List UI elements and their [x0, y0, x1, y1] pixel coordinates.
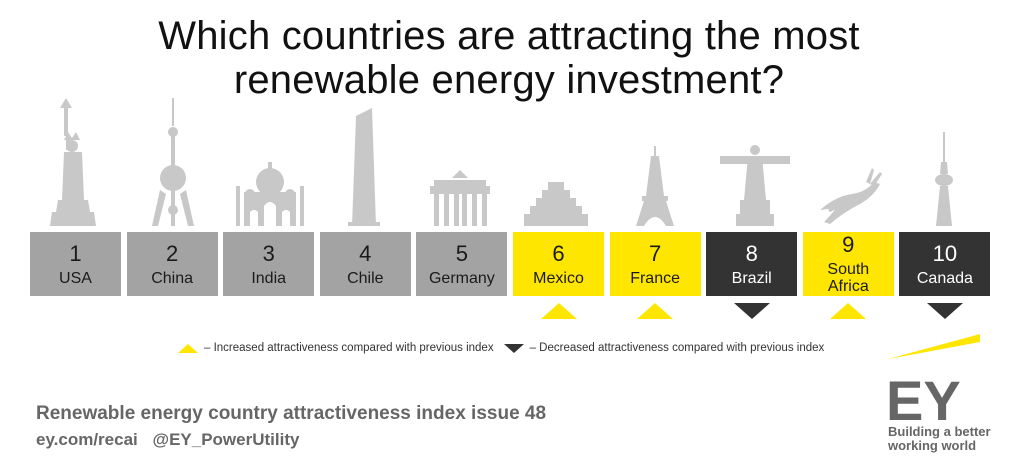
country-box-chile: 4 Chile: [319, 232, 411, 296]
country-rank: 2: [165, 240, 179, 266]
trend-up-icon-mexico: [540, 303, 577, 319]
country-box-france: 7 France: [609, 232, 701, 296]
landmarks-row: [50, 98, 953, 226]
legend-up-triangle-icon: [178, 343, 198, 353]
website-link[interactable]: ey.com/recai: [36, 430, 138, 449]
springbok-icon: [820, 168, 882, 224]
country-rank: 5: [455, 240, 469, 266]
country-rank: 6: [552, 240, 565, 266]
country-box-mexico: 6 Mexico: [513, 232, 604, 296]
country-box-china: 2 China: [126, 232, 218, 296]
taj-mahal-icon: [236, 162, 304, 226]
country-name: India: [251, 269, 287, 287]
country-box-south-africa: 9 South Africa: [802, 232, 894, 296]
legend-down-triangle-icon: [503, 343, 524, 353]
country-box-germany: 5 Germany: [416, 232, 508, 296]
tagline-line-2: working world: [888, 438, 977, 453]
country-name: Mexico: [533, 269, 584, 287]
ey-logo: EY: [886, 334, 980, 432]
statue-of-liberty-icon: [50, 98, 96, 226]
country-name: Canada: [916, 269, 973, 287]
eiffel-tower-icon: [636, 146, 674, 226]
footer-title: Renewable energy country attractiveness …: [36, 403, 547, 424]
title-line-2: renewable energy investment?: [233, 58, 785, 102]
country-ranking-row: 1 USA 2 China 3 India 4 Chile 5 Germany …: [30, 232, 992, 296]
country-name: Germany: [428, 269, 495, 287]
ey-tagline: Building a better working world: [888, 425, 1013, 453]
country-name: South Africa: [827, 261, 870, 295]
ey-logo-text: EY: [886, 369, 961, 432]
twitter-handle-link[interactable]: @EY_PowerUtility: [152, 430, 300, 449]
country-name: Chile: [347, 269, 384, 287]
title-line-1: Which countries are attracting the most: [158, 14, 860, 58]
christ-redeemer-icon: [720, 145, 790, 226]
tagline-line-1: Building a better: [888, 424, 991, 439]
legend: – Increased attractiveness compared with…: [178, 340, 824, 356]
country-name: Brazil: [731, 269, 772, 287]
page-title: Which countries are attracting the most …: [0, 14, 1018, 102]
country-rank: 1: [69, 240, 82, 266]
trend-up-icon-france: [637, 303, 674, 319]
country-box-brazil: 8 Brazil: [706, 232, 798, 296]
skyscraper-icon: [348, 108, 380, 226]
legend-decreased-label: – Decreased attractiveness compared with…: [529, 342, 825, 354]
country-name: China: [151, 269, 193, 287]
country-rank: 4: [359, 240, 372, 266]
trend-down-icon-canada: [926, 303, 963, 319]
oriental-pearl-tower-icon: [152, 98, 194, 226]
country-name: USA: [59, 269, 92, 287]
trend-up-icon-south-africa: [830, 303, 867, 319]
trend-down-icon-brazil: [733, 303, 770, 319]
country-box-canada: 10 Canada: [899, 232, 991, 296]
country-box-usa: 1 USA: [30, 232, 121, 296]
country-rank: 10: [932, 240, 958, 266]
country-rank: 8: [745, 240, 758, 266]
country-rank: 7: [648, 240, 662, 266]
legend-increased-label: – Increased attractiveness compared with…: [204, 342, 494, 354]
cn-tower-icon: [935, 132, 953, 226]
footer-links: ey.com/recai @EY_PowerUtility: [36, 430, 299, 450]
country-rank: 3: [262, 240, 275, 266]
country-rank: 9: [842, 232, 855, 257]
brandenburg-gate-icon: [430, 170, 490, 226]
country-name: France: [630, 269, 680, 287]
country-box-india: 3 India: [223, 232, 315, 296]
pyramid-icon: [524, 182, 588, 226]
ey-logo-beam-icon: [888, 334, 980, 359]
